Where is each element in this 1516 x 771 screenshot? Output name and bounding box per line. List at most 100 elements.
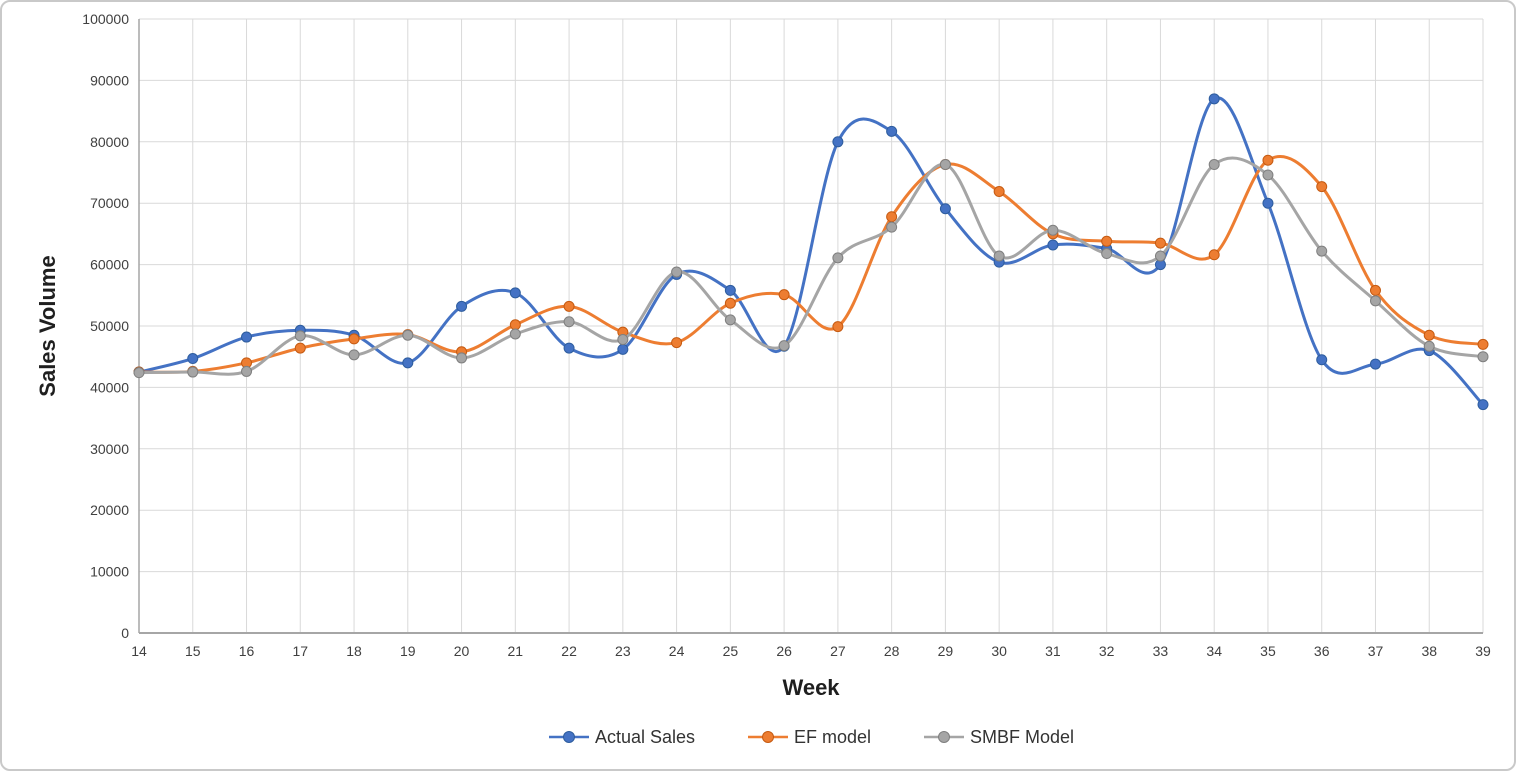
- point-actual-sales-week-25: [724, 284, 736, 296]
- x-tick-label: 37: [1368, 643, 1384, 659]
- point-ef-model-week-24: [671, 337, 683, 349]
- point-ef-model-week-18: [348, 333, 360, 345]
- point-smbf-model-week-38: [1423, 340, 1435, 352]
- x-tick-label: 18: [346, 643, 362, 659]
- x-tick-label: 15: [185, 643, 201, 659]
- legend-marker-line-dot-icon: [924, 731, 965, 743]
- point-actual-sales-week-27: [832, 136, 844, 148]
- point-ef-model-week-22: [563, 300, 575, 312]
- series-smbf-model: [133, 156, 1489, 379]
- series-line-smbf-model: [137, 156, 1485, 376]
- point-ef-model-week-25: [724, 297, 736, 309]
- point-smbf-model-week-31: [1047, 224, 1059, 236]
- point-smbf-model-week-18: [348, 349, 360, 361]
- x-tick-label: 38: [1421, 643, 1437, 659]
- point-actual-sales-week-28: [886, 125, 898, 137]
- x-tick-label: 36: [1314, 643, 1330, 659]
- point-actual-sales-week-15: [187, 353, 199, 365]
- point-ef-model-week-27: [832, 321, 844, 333]
- point-smbf-model-week-39: [1477, 351, 1489, 363]
- point-smbf-model-week-26: [778, 340, 790, 352]
- y-tick-label: 100000: [82, 11, 129, 27]
- point-actual-sales-week-39: [1477, 399, 1489, 411]
- point-actual-sales-week-20: [456, 300, 468, 312]
- series-actual-sales: [133, 93, 1489, 411]
- y-tick-label: 30000: [90, 441, 129, 457]
- point-smbf-model-week-23: [617, 334, 629, 346]
- point-smbf-model-week-15: [187, 366, 199, 378]
- point-actual-sales-week-34: [1208, 93, 1220, 105]
- y-tick-label: 0: [121, 625, 129, 641]
- series-line-actual-sales: [137, 96, 1485, 407]
- point-smbf-model-week-32: [1101, 248, 1113, 260]
- point-actual-sales-week-35: [1262, 197, 1274, 209]
- point-smbf-model-week-24: [671, 266, 683, 278]
- point-smbf-model-week-22: [563, 316, 575, 328]
- x-tick-label: 17: [292, 643, 308, 659]
- x-tick-label: 25: [723, 643, 739, 659]
- point-ef-model-week-30: [993, 186, 1005, 198]
- y-axis-tick-labels: 0 10000 20000 30000 40000 50000 60000 70000 8000…: [82, 11, 129, 641]
- x-tick-label: 24: [669, 643, 685, 659]
- point-ef-model-week-37: [1369, 284, 1381, 296]
- point-actual-sales-week-21: [509, 287, 521, 299]
- point-smbf-model-week-36: [1316, 245, 1328, 257]
- point-smbf-model-week-34: [1208, 159, 1220, 171]
- x-tick-label: 20: [454, 643, 470, 659]
- point-actual-sales-week-37: [1369, 358, 1381, 370]
- x-tick-label: 30: [991, 643, 1007, 659]
- point-smbf-model-week-21: [509, 328, 521, 340]
- x-tick-label: 34: [1206, 643, 1222, 659]
- point-ef-model-week-26: [778, 289, 790, 301]
- point-smbf-model-week-29: [939, 159, 951, 171]
- point-actual-sales-week-16: [241, 331, 253, 343]
- legend-item-actual-sales: Actual Sales: [548, 727, 695, 748]
- x-tick-label: 31: [1045, 643, 1061, 659]
- y-tick-label: 40000: [90, 379, 129, 395]
- axes: [138, 19, 1483, 634]
- point-ef-model-week-35: [1262, 154, 1274, 166]
- point-ef-model-week-39: [1477, 338, 1489, 350]
- point-smbf-model-week-37: [1369, 295, 1381, 307]
- point-actual-sales-week-36: [1316, 354, 1328, 366]
- x-tick-label: 39: [1475, 643, 1491, 659]
- legend-marker-line-dot-icon: [748, 731, 788, 743]
- legend-label-actual-sales: Actual Sales: [594, 726, 695, 747]
- x-tick-label: 32: [1099, 643, 1115, 659]
- legend-item-ef-model: EF model: [747, 727, 871, 748]
- y-tick-label: 50000: [90, 318, 129, 334]
- point-ef-model-week-32: [1101, 235, 1113, 247]
- point-ef-model-week-38: [1423, 329, 1435, 341]
- x-axis-tick-labels: 14 15 16 17 18 19 20 21 22 23 24 25 26 27 28 29 30 31 32 33…: [131, 643, 1491, 659]
- point-smbf-model-week-28: [886, 221, 898, 233]
- y-tick-label: 90000: [90, 72, 129, 88]
- point-actual-sales-week-31: [1047, 239, 1059, 251]
- y-axis-title: Sales Volume: [35, 255, 60, 397]
- y-tick-label: 60000: [90, 257, 129, 273]
- point-ef-model-week-34: [1208, 249, 1220, 261]
- point-ef-model-week-28: [886, 211, 898, 223]
- point-smbf-model-week-20: [456, 352, 468, 364]
- legend: Actual Sales EF model SMBF Model: [139, 722, 1483, 752]
- point-smbf-model-week-14: [133, 367, 145, 379]
- point-smbf-model-week-27: [832, 252, 844, 264]
- legend-label-smbf-model: SMBF Model: [970, 726, 1075, 747]
- x-tick-label: 16: [239, 643, 255, 659]
- point-ef-model-week-21: [509, 319, 521, 331]
- x-tick-label: 19: [400, 643, 416, 659]
- x-tick-label: 33: [1153, 643, 1169, 659]
- point-actual-sales-week-19: [402, 357, 414, 369]
- y-tick-label: 10000: [90, 564, 129, 580]
- legend-label-ef-model: EF model: [794, 726, 872, 747]
- point-actual-sales-week-23: [617, 343, 629, 355]
- point-smbf-model-week-17: [294, 330, 306, 342]
- x-tick-label: 14: [131, 643, 147, 659]
- point-smbf-model-week-33: [1154, 250, 1166, 262]
- x-tick-label: 28: [884, 643, 900, 659]
- y-tick-label: 20000: [90, 502, 129, 518]
- point-smbf-model-week-25: [724, 314, 736, 326]
- point-smbf-model-week-19: [402, 329, 414, 341]
- legend-marker-line-dot-icon: [548, 731, 589, 743]
